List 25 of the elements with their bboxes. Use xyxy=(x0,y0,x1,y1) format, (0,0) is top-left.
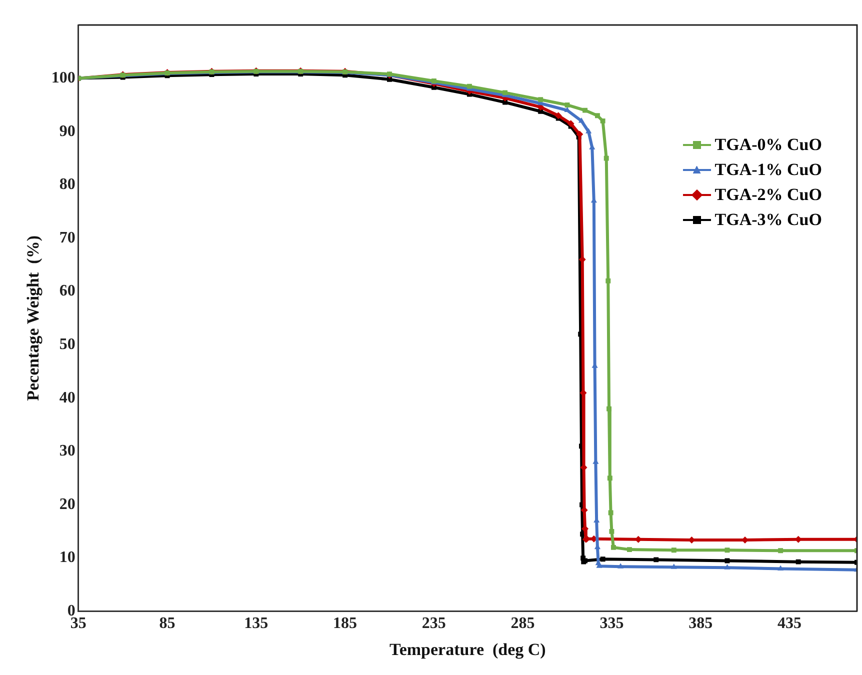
legend-label: TGA-1% CuO xyxy=(714,160,822,180)
x-tick-label: 285 xyxy=(510,615,535,632)
legend-label: TGA-3% CuO xyxy=(714,210,822,230)
x-tick-label: 135 xyxy=(244,615,268,632)
y-tick-label: 100 xyxy=(51,69,76,86)
x-tick-label: 235 xyxy=(422,615,446,632)
y-tick-label: 40 xyxy=(59,389,76,406)
x-tick-label: 385 xyxy=(688,615,713,632)
x-axis-title: Temperature (deg C) xyxy=(390,640,546,660)
y-tick-label: 70 xyxy=(59,229,76,246)
y-tick-label: 20 xyxy=(59,496,76,513)
y-tick-label: 80 xyxy=(59,176,76,194)
y-tick-label: 10 xyxy=(59,549,76,566)
x-tick-label: 185 xyxy=(333,615,358,632)
x-tick-label: 435 xyxy=(777,615,802,632)
y-tick-label: 30 xyxy=(59,442,76,460)
y-tick-label: 90 xyxy=(59,122,76,140)
legend-label: TGA-0% CuO xyxy=(714,134,822,154)
legend-label: TGA-2% CuO xyxy=(714,184,822,204)
x-tick-label: 85 xyxy=(159,615,176,632)
y-tick-label: 50 xyxy=(59,336,76,353)
y-axis-title: Pecentage Weight (%) xyxy=(24,235,43,401)
x-tick-label: 335 xyxy=(600,615,624,632)
y-tick-label: 60 xyxy=(59,282,76,300)
x-tick-label: 35 xyxy=(70,615,86,632)
